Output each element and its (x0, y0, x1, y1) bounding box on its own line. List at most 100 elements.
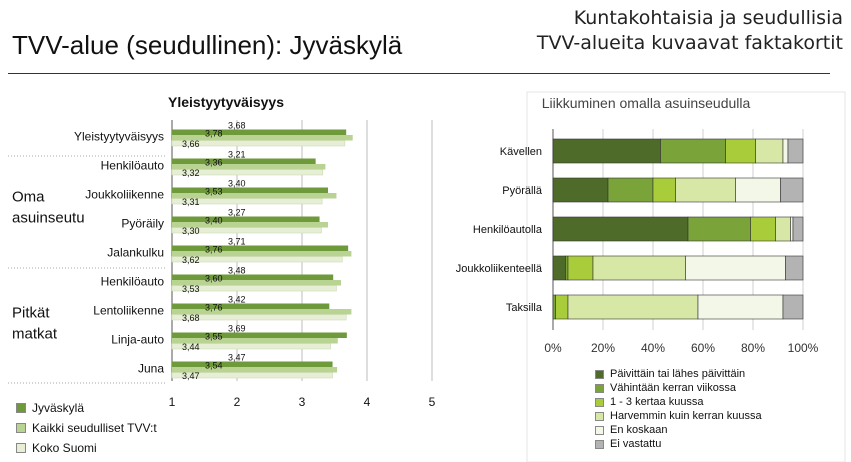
legend-label: Päivittäin tai lähes päivittäin (610, 368, 746, 380)
bar (172, 187, 328, 193)
bar (172, 193, 337, 199)
bar-segment (750, 216, 776, 242)
value-label-middle: 3,78 (205, 129, 223, 139)
legend-swatch (16, 423, 26, 433)
legend-label: Harvemmin kuin kerran kuussa (610, 410, 762, 422)
legend-swatch (16, 443, 26, 453)
value-label-bottom: 3,44 (182, 342, 200, 352)
x-tick-label: 4 (364, 395, 371, 409)
bar-segment (552, 138, 661, 164)
bar (171, 285, 337, 292)
subtitle-line-1: Kuntakohtaisia ja seudullisia (573, 7, 843, 29)
x-tick-label: 0% (544, 341, 562, 355)
value-label-top: 3,27 (228, 208, 246, 218)
legend-item: Päivittäin tai lähes päivittäin (595, 367, 762, 381)
bar (172, 135, 353, 141)
bar (171, 343, 331, 350)
value-label-bottom: 3,53 (182, 284, 200, 294)
header-divider (8, 73, 830, 74)
legend-swatch (595, 425, 604, 435)
bar (172, 216, 320, 222)
page-subtitle: Kuntakohtaisia ja seudullisia TVV-alueit… (537, 6, 843, 56)
bar (172, 245, 349, 251)
bar-segment (725, 138, 756, 164)
value-label-middle: 3,53 (205, 187, 223, 197)
legend-label: En koskaan (610, 424, 668, 436)
bar (172, 338, 338, 344)
legend-swatch (595, 369, 604, 379)
x-tick-label: 2 (234, 395, 241, 409)
value-label-middle: 3,76 (205, 303, 223, 313)
bar (172, 129, 347, 135)
bar-segment (552, 177, 609, 203)
bar (171, 314, 347, 321)
bar (172, 367, 338, 373)
bar-segment (697, 294, 784, 320)
category-label: Linja-auto (111, 333, 164, 347)
legend-label: Ei vastattu (610, 438, 662, 450)
subtitle-line-2: TVV-alueita kuvaavat faktakortit (536, 32, 843, 54)
legend-swatch (595, 397, 604, 407)
value-label-middle: 3,55 (205, 332, 223, 342)
x-tick-label: 40% (641, 341, 665, 355)
value-label-top: 3,40 (228, 179, 246, 189)
category-label: Lentoliikenne (93, 304, 164, 318)
bar (171, 227, 322, 234)
legend-item: Harvemmin kuin kerran kuussa (595, 409, 762, 423)
bar (172, 303, 330, 309)
legend-label: Jyväskylä (32, 401, 85, 415)
legend-item: 1 - 3 kertaa kuussa (595, 395, 762, 409)
x-tick-label: 60% (691, 341, 715, 355)
bar (172, 222, 328, 228)
bar-segment (567, 255, 594, 281)
value-label-middle: 3,60 (205, 274, 223, 284)
value-label-bottom: 3,62 (182, 255, 200, 265)
category-label: Juna (138, 362, 164, 376)
bar-segment (565, 255, 569, 281)
legend-swatch (16, 403, 26, 413)
bar-segment (775, 216, 791, 242)
legend-item: En koskaan (595, 423, 762, 437)
legend-item: Kaikki seudulliset TVV:t (16, 418, 157, 438)
bar (172, 164, 326, 170)
x-tick-label: 100% (788, 341, 819, 355)
bar (171, 140, 346, 147)
bar (172, 309, 352, 315)
value-label-middle: 3,54 (205, 361, 223, 371)
travel-frequency-legend: Päivittäin tai lähes päivittäin Vähintään… (595, 367, 762, 451)
value-label-middle: 3,40 (205, 216, 223, 226)
legend-item: Ei vastattu (595, 437, 762, 451)
legend-swatch (595, 383, 604, 393)
bar-segment (782, 138, 789, 164)
category-label: Pyöräily (121, 217, 164, 231)
bar-segment (780, 177, 804, 203)
value-label-top: 3,42 (228, 295, 246, 305)
bar (172, 361, 333, 367)
bar-segment (552, 294, 556, 320)
bar-segment (687, 216, 751, 242)
legend-item: Jyväskylä (16, 398, 157, 418)
legend-swatch (595, 439, 604, 449)
category-label: Henkilöauto (101, 275, 165, 289)
bar-segment (607, 177, 654, 203)
bar (171, 198, 323, 205)
value-label-bottom: 3,30 (182, 226, 200, 236)
category-label: Joukkoliikenne (85, 188, 164, 202)
legend-label: Kaikki seudulliset TVV:t (32, 421, 157, 435)
value-label-bottom: 3,31 (182, 197, 200, 207)
bar-segment (592, 255, 686, 281)
bar-segment (735, 177, 781, 203)
value-label-middle: 3,76 (205, 245, 223, 255)
bar (171, 169, 324, 176)
value-label-top: 3,68 (228, 121, 246, 131)
page-title: TVV-alue (seudullinen): Jyväskylä (12, 30, 403, 60)
value-label-bottom: 3,68 (182, 313, 200, 323)
legend-label: Koko Suomi (32, 441, 97, 455)
bar (172, 251, 352, 257)
legend-swatch (595, 411, 604, 421)
value-label-top: 3,48 (228, 266, 246, 276)
value-label-top: 3,71 (228, 237, 246, 247)
x-tick-label: 20% (591, 341, 615, 355)
bar (171, 372, 333, 379)
